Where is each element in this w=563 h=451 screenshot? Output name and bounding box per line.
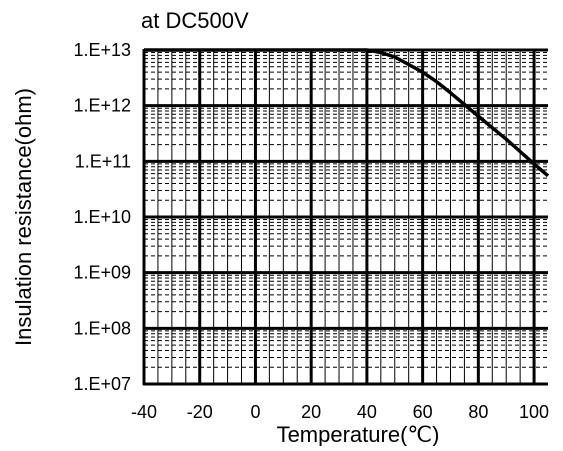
series-point [534,163,535,164]
chart-title: at DC500V [141,8,249,33]
x-tick-label: 20 [301,402,321,422]
x-tick-label: 60 [413,402,433,422]
x-tick-label: -20 [187,402,213,422]
series-point [394,56,395,57]
series-point [380,52,381,53]
series-point [144,50,145,51]
series-point [450,92,451,93]
x-axis-ticks: -40 -20 0 20 40 60 80 100 [131,402,549,422]
y-tick-label: 1.E+12 [73,96,131,116]
series-point [408,64,409,65]
x-tick-label: 100 [519,402,549,422]
grid-major [142,48,548,386]
x-tick-label: -40 [131,402,157,422]
y-axis-ticks: 1.E+07 1.E+08 1.E+09 1.E+10 1.E+11 1.E+12 1.E+… [73,40,131,394]
y-tick-label: 1.E+09 [73,263,131,283]
series-point [464,104,465,105]
series-layer [144,48,550,178]
y-tick-label: 1.E+13 [73,40,131,60]
y-tick-label: 1.E+07 [73,374,131,394]
x-tick-label: 80 [468,402,488,422]
y-axis-label: Insulation resistance(ohm) [11,88,36,346]
series-point [436,81,437,82]
series-point [548,175,549,176]
series-point [422,72,423,73]
series-point [366,50,367,51]
series-point [478,116,479,117]
y-tick-label: 1.E+11 [75,151,131,171]
series-line [144,48,550,178]
x-tick-label: 0 [250,402,260,422]
y-tick-label: 1.E+10 [73,207,131,227]
x-tick-label: 40 [357,402,377,422]
x-axis-label: Temperature(℃) [277,422,440,446]
series-point [492,127,493,128]
series-point [520,151,521,152]
y-tick-label: 1.E+08 [73,318,131,338]
series-point [506,139,507,140]
